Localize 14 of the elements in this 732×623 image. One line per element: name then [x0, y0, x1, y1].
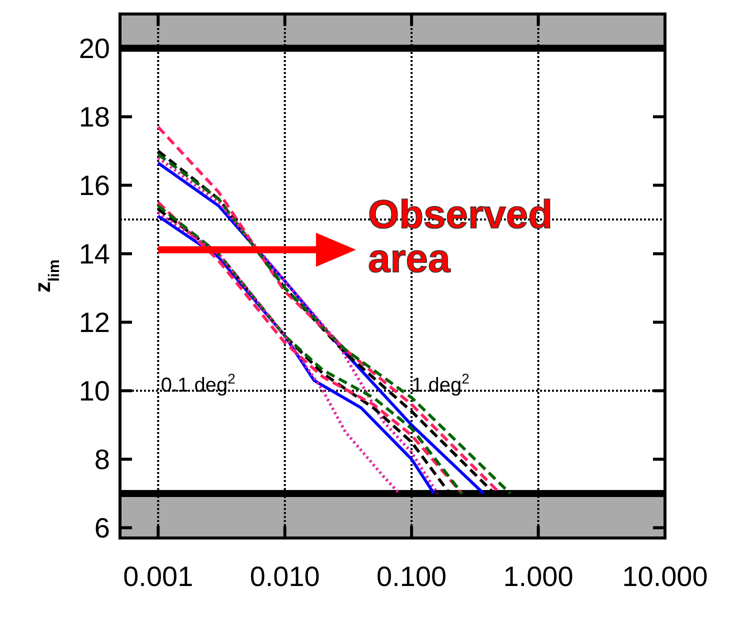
annotation: Observed area	[368, 192, 553, 281]
x-tick-label: 0.100	[376, 561, 447, 592]
y-tick-label: 14	[78, 238, 110, 270]
x-tick-label: 1.000	[503, 561, 574, 592]
x-tick-label: 0.010	[250, 561, 320, 592]
y-tick-label: 12	[78, 307, 110, 338]
y-tick-label: 18	[78, 102, 110, 133]
y-tick-label: 8	[94, 444, 110, 476]
x-tick-label: 0.001	[123, 561, 194, 592]
y-tick-label: 6	[94, 512, 110, 544]
x-tick-label: 10.000	[622, 561, 708, 592]
y-tick-label: 16	[78, 170, 110, 202]
y-tick-label: 10	[78, 376, 110, 407]
y-tick-label: 20	[78, 33, 110, 64]
